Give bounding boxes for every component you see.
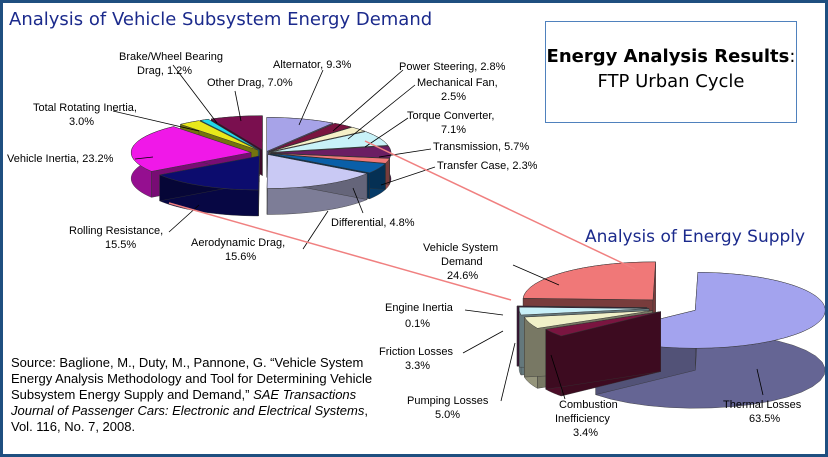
label-alternator: Alternator, 9.3% bbox=[273, 59, 352, 71]
label-torque-converter-1: Torque Converter, bbox=[407, 110, 495, 122]
label-total-rotating-inertia-2: 3.0% bbox=[69, 116, 95, 128]
label-other-drag: Other Drag, 7.0% bbox=[207, 77, 293, 89]
results-box: Energy Analysis Results: FTP Urban Cycle bbox=[545, 21, 797, 123]
slice-aerodynamic-drag bbox=[266, 154, 368, 215]
label-pumping-losses-1: Pumping Losses bbox=[407, 395, 489, 407]
leader-aerodynamic-drag bbox=[302, 210, 329, 250]
source-text-1: Source: Baglione, M., Duty, M., Pannone,… bbox=[11, 355, 373, 402]
label-power-steering: Power Steering, 2.8% bbox=[399, 61, 506, 73]
leader-rolling-resistance bbox=[168, 204, 200, 233]
leader-alternator bbox=[298, 69, 324, 126]
label-mechanical-fan-1: Mechanical Fan, bbox=[417, 77, 498, 89]
leader-torque-converter bbox=[364, 117, 409, 148]
label-aerodynamic-drag-1: Aerodynamic Drag, bbox=[191, 237, 286, 249]
results-subheading: FTP Urban Cycle bbox=[597, 71, 745, 92]
label-vehicle-inertia: Vehicle Inertia, 23.2% bbox=[7, 153, 114, 165]
label-transfer-case: Transfer Case, 2.3% bbox=[437, 160, 538, 172]
slice-combustion-inefficiency bbox=[544, 311, 661, 397]
label-friction-losses-2: 3.3% bbox=[405, 360, 431, 372]
leader-engine-inertia bbox=[464, 309, 504, 316]
source-journal: SAE Transactions Journal of Passenger Ca… bbox=[11, 387, 365, 418]
leader-thermal-losses bbox=[756, 368, 764, 396]
connector-line-lower bbox=[168, 202, 512, 301]
results-heading-bold: Energy Analysis Results bbox=[546, 46, 790, 67]
leader-vehicle-inertia bbox=[134, 156, 154, 160]
source-text-2: , Vol. 116, No. 7, 2008. bbox=[11, 403, 368, 434]
demand-chart-title: Analysis of Vehicle Subsystem Energy Dem… bbox=[9, 9, 433, 30]
source-citation: Source: Baglione, M., Duty, M., Pannone,… bbox=[11, 355, 391, 435]
label-pumping-losses-2: 5.0% bbox=[435, 409, 461, 421]
leader-mechanical-fan bbox=[347, 84, 416, 140]
leader-power-steering bbox=[332, 69, 404, 132]
slice-rolling-resistance bbox=[158, 155, 260, 217]
label-combustion-inefficiency-2: Inefficiency bbox=[555, 413, 610, 425]
leader-vehicle-system-demand bbox=[512, 264, 560, 286]
leader-lines bbox=[112, 64, 764, 402]
label-combustion-inefficiency-1: Combustion bbox=[559, 399, 618, 411]
label-thermal-losses-2: 63.5% bbox=[749, 413, 781, 425]
leader-brake-drag bbox=[172, 64, 218, 124]
label-thermal-losses-1: Thermal Losses bbox=[723, 399, 802, 411]
label-vehicle-system-demand-3: 24.6% bbox=[447, 270, 479, 282]
label-combustion-inefficiency-3: 3.4% bbox=[573, 427, 599, 439]
label-aerodynamic-drag-2: 15.6% bbox=[225, 251, 257, 263]
label-vehicle-system-demand-2: Demand bbox=[441, 256, 483, 268]
supply-pie bbox=[516, 261, 825, 409]
slide: Analysis of Vehicle Subsystem Energy Dem… bbox=[3, 3, 825, 454]
label-differential: Differential, 4.8% bbox=[331, 217, 415, 229]
leader-friction-losses bbox=[462, 330, 504, 354]
label-total-rotating-inertia-1: Total Rotating Inertia, bbox=[33, 102, 137, 114]
results-heading-colon: : bbox=[789, 46, 796, 67]
leader-pumping-losses bbox=[500, 342, 516, 402]
label-friction-losses-1: Friction Losses bbox=[379, 346, 453, 358]
leader-combustion bbox=[550, 354, 566, 400]
label-mechanical-fan-2: 2.5% bbox=[441, 91, 467, 103]
label-torque-converter-2: 7.1% bbox=[441, 124, 467, 136]
label-rolling-resistance-2: 15.5% bbox=[105, 239, 137, 251]
label-engine-inertia-1: Engine Inertia bbox=[385, 302, 453, 314]
demand-pie bbox=[130, 115, 392, 217]
leader-differential bbox=[352, 187, 364, 214]
connector-line-upper bbox=[364, 140, 636, 270]
results-heading: Energy Analysis Results: bbox=[546, 46, 796, 67]
label-rolling-resistance-1: Rolling Resistance, bbox=[69, 225, 164, 237]
supply-chart-title: Analysis of Energy Supply bbox=[585, 227, 806, 247]
charts-canvas bbox=[112, 64, 825, 409]
leader-transmission bbox=[378, 148, 432, 158]
label-brake-bearing-drag-1: Brake/Wheel Bearing bbox=[119, 51, 223, 63]
label-vehicle-system-demand-1: Vehicle System bbox=[423, 242, 499, 254]
label-brake-bearing-drag-2: Drag, 1.2% bbox=[137, 65, 193, 77]
label-transmission: Transmission, 5.7% bbox=[433, 141, 530, 153]
label-engine-inertia-2: 0.1% bbox=[405, 318, 431, 330]
leader-other-drag bbox=[234, 90, 242, 122]
leader-rotating-inertia bbox=[112, 110, 200, 132]
